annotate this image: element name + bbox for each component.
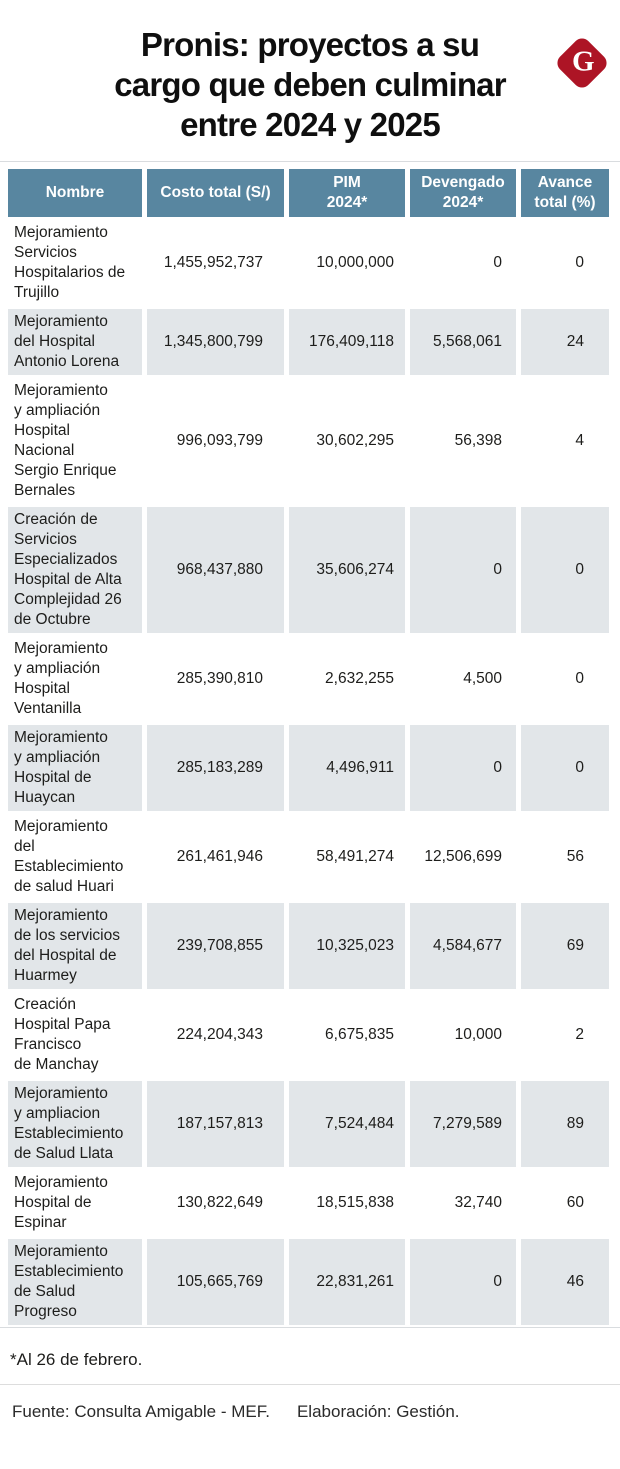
cell-avance-total: 2 — [575, 1026, 584, 1043]
table-row: Mejoramiento y ampliación Hospital Venta… — [8, 636, 609, 722]
cell-devengado-2024: 0 — [410, 1239, 516, 1325]
cell-nombre: Mejoramiento del Establecimiento de salu… — [14, 818, 124, 895]
cell-pim-2024: 58,491,274 — [316, 848, 394, 865]
column-header-avance-total: Avance total (%) — [521, 169, 609, 217]
cell-avance-total: 89 — [521, 1081, 609, 1167]
cell-nombre: Mejoramiento y ampliación Hospital Venta… — [14, 640, 108, 717]
cell-costo-total: 1,455,952,737 — [163, 254, 263, 271]
table-row: Mejoramiento y ampliacion Establecimient… — [8, 1081, 609, 1167]
cell-nombre: Creación de Servicios Especializados Hos… — [8, 507, 142, 633]
column-header-pim-2024: PIM 2024* — [289, 169, 405, 217]
projects-table: Nombre Costo total (S/) PIM 2024* Deveng… — [3, 166, 614, 1328]
cell-pim-2024: 4,496,911 — [289, 725, 405, 811]
cell-devengado-2024: 0 — [410, 725, 516, 811]
cell-avance-total: 69 — [521, 903, 609, 989]
table-body: Mejoramiento Servicios Hospitalarios de … — [8, 220, 609, 1325]
cell-costo-total: 1,345,800,799 — [147, 309, 284, 375]
cell-devengado-2024: 10,000 — [454, 1026, 502, 1043]
cell-nombre: Mejoramiento y ampliacion Establecimient… — [8, 1081, 142, 1167]
cell-devengado-2024: 7,279,589 — [410, 1081, 516, 1167]
cell-pim-2024: 176,409,118 — [289, 309, 405, 375]
cell-avance-total: 56 — [566, 848, 584, 865]
table-row: Mejoramiento Establecimiento de Salud Pr… — [8, 1239, 609, 1325]
cell-pim-2024: 22,831,261 — [289, 1239, 405, 1325]
cell-avance-total: 60 — [566, 1194, 584, 1211]
table-row: Mejoramiento y ampliación Hospital Nacio… — [8, 378, 609, 504]
footnote: *Al 26 de febrero. — [10, 1350, 143, 1369]
cell-nombre: Mejoramiento y ampliación Hospital Nacio… — [14, 382, 117, 499]
cell-devengado-2024: 0 — [493, 254, 502, 271]
cell-nombre: Mejoramiento de los servicios del Hospit… — [8, 903, 142, 989]
page-title: Pronis: proyectos a su cargo que deben c… — [114, 26, 506, 143]
column-header-costo-total: Costo total (S/) — [147, 169, 284, 217]
cell-nombre: Mejoramiento del Hospital Antonio Lorena — [8, 309, 142, 375]
source-label: Fuente: Consulta Amigable - MEF. — [12, 1402, 270, 1421]
source-row: Fuente: Consulta Amigable - MEF. Elabora… — [12, 1402, 620, 1422]
cell-pim-2024: 30,602,295 — [316, 432, 394, 449]
table-row: Creación Hospital Papa Francisco de Manc… — [8, 992, 609, 1078]
cell-pim-2024: 10,325,023 — [289, 903, 405, 989]
table-row: Mejoramiento del Hospital Antonio Lorena… — [8, 309, 609, 375]
cell-avance-total: 0 — [575, 670, 584, 687]
cell-pim-2024: 18,515,838 — [316, 1194, 394, 1211]
cell-nombre: Mejoramiento Hospital de Espinar — [14, 1174, 108, 1231]
cell-avance-total: 4 — [575, 432, 584, 449]
cell-devengado-2024: 32,740 — [454, 1194, 502, 1211]
divider-footer — [0, 1384, 620, 1385]
table-row: Mejoramiento Servicios Hospitalarios de … — [8, 220, 609, 306]
table-header: Nombre Costo total (S/) PIM 2024* Deveng… — [8, 169, 609, 217]
cell-costo-total: 968,437,880 — [147, 507, 284, 633]
cell-costo-total: 239,708,855 — [147, 903, 284, 989]
cell-costo-total: 285,183,289 — [147, 725, 284, 811]
cell-nombre: Mejoramiento Establecimiento de Salud Pr… — [8, 1239, 142, 1325]
cell-costo-total: 187,157,813 — [147, 1081, 284, 1167]
cell-devengado-2024: 4,584,677 — [410, 903, 516, 989]
cell-costo-total: 224,204,343 — [176, 1026, 263, 1043]
cell-devengado-2024: 12,506,699 — [424, 848, 502, 865]
cell-devengado-2024: 0 — [410, 507, 516, 633]
gestion-logo-letter: G — [571, 45, 595, 78]
cell-pim-2024: 35,606,274 — [289, 507, 405, 633]
cell-devengado-2024: 5,568,061 — [410, 309, 516, 375]
cell-pim-2024: 2,632,255 — [325, 670, 394, 687]
cell-nombre: Creación Hospital Papa Francisco de Manc… — [14, 996, 111, 1073]
cell-pim-2024: 7,524,484 — [289, 1081, 405, 1167]
cell-avance-total: 24 — [521, 309, 609, 375]
table-header-row: Nombre Costo total (S/) PIM 2024* Deveng… — [8, 169, 609, 217]
cell-avance-total: 46 — [521, 1239, 609, 1325]
table-row: Creación de Servicios Especializados Hos… — [8, 507, 609, 633]
cell-avance-total: 0 — [521, 507, 609, 633]
cell-costo-total: 285,390,810 — [176, 670, 263, 687]
cell-avance-total: 0 — [575, 254, 584, 271]
table-row: Mejoramiento del Establecimiento de salu… — [8, 814, 609, 900]
cell-costo-total: 996,093,799 — [176, 432, 263, 449]
column-header-devengado-2024: Devengado 2024* — [410, 169, 516, 217]
cell-pim-2024: 10,000,000 — [316, 254, 394, 271]
cell-costo-total: 130,822,649 — [176, 1194, 263, 1211]
column-header-nombre: Nombre — [8, 169, 142, 217]
cell-costo-total: 261,461,946 — [176, 848, 263, 865]
elaboration-label: Elaboración: Gestión. — [296, 1402, 460, 1421]
cell-avance-total: 0 — [521, 725, 609, 811]
cell-nombre: Mejoramiento Servicios Hospitalarios de … — [14, 224, 126, 301]
divider-top — [0, 161, 620, 162]
table-row: Mejoramiento de los servicios del Hospit… — [8, 903, 609, 989]
divider-table-bottom — [0, 1327, 620, 1328]
cell-costo-total: 105,665,769 — [147, 1239, 284, 1325]
cell-devengado-2024: 56,398 — [454, 432, 502, 449]
infographic-page: G Pronis: proyectos a su cargo que deben… — [0, 25, 620, 1422]
cell-devengado-2024: 4,500 — [463, 670, 502, 687]
table-row: Mejoramiento y ampliación Hospital de Hu… — [8, 725, 609, 811]
table-row: Mejoramiento Hospital de Espinar 130,822… — [8, 1170, 609, 1236]
cell-nombre: Mejoramiento y ampliación Hospital de Hu… — [8, 725, 142, 811]
cell-pim-2024: 6,675,835 — [325, 1026, 394, 1043]
